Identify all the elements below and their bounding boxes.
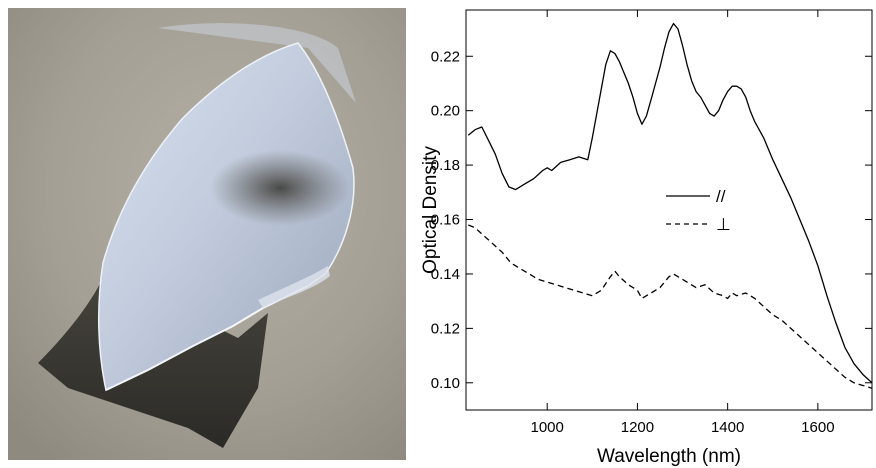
x-axis-label: Wavelength (nm) (597, 446, 741, 467)
film-photograph (8, 8, 406, 460)
peeled-film-top (158, 23, 356, 103)
legend: // ⊥ (666, 187, 731, 234)
film-sheet (97, 42, 355, 392)
y-tick-label: 0.14 (431, 266, 460, 283)
y-axis-label: Optical Density (420, 146, 441, 274)
y-tick-label: 0.20 (431, 103, 460, 120)
x-tick-label: 1400 (711, 419, 744, 436)
film-smudge (210, 150, 350, 226)
y-tick-label: 0.12 (431, 320, 460, 337)
legend-label-perpendicular: ⊥ (716, 215, 731, 234)
series-line-parallel (467, 22, 873, 384)
y-tick-label: 0.16 (431, 212, 460, 229)
series-layer (467, 22, 873, 389)
legend-label-parallel: // (716, 187, 726, 206)
x-axis-ticks: 1000 1200 1400 1600 (531, 10, 835, 436)
optical-density-chart: 1000 1200 1400 1600 0.10 0.12 0.14 0.16 0.18 0.2… (420, 9, 873, 467)
plot-frame (465, 9, 873, 411)
film-curl (258, 266, 330, 308)
x-tick-label: 1000 (531, 419, 564, 436)
x-tick-label: 1200 (621, 419, 654, 436)
y-axis-ticks: 0.10 0.12 0.14 0.16 0.18 0.20 0.22 (431, 48, 872, 392)
y-tick-label: 0.18 (431, 157, 460, 174)
y-tick-label: 0.10 (431, 375, 460, 392)
y-tick-label: 0.22 (431, 48, 460, 65)
series-line-perpendicular (468, 224, 873, 389)
x-tick-label: 1600 (801, 419, 834, 436)
